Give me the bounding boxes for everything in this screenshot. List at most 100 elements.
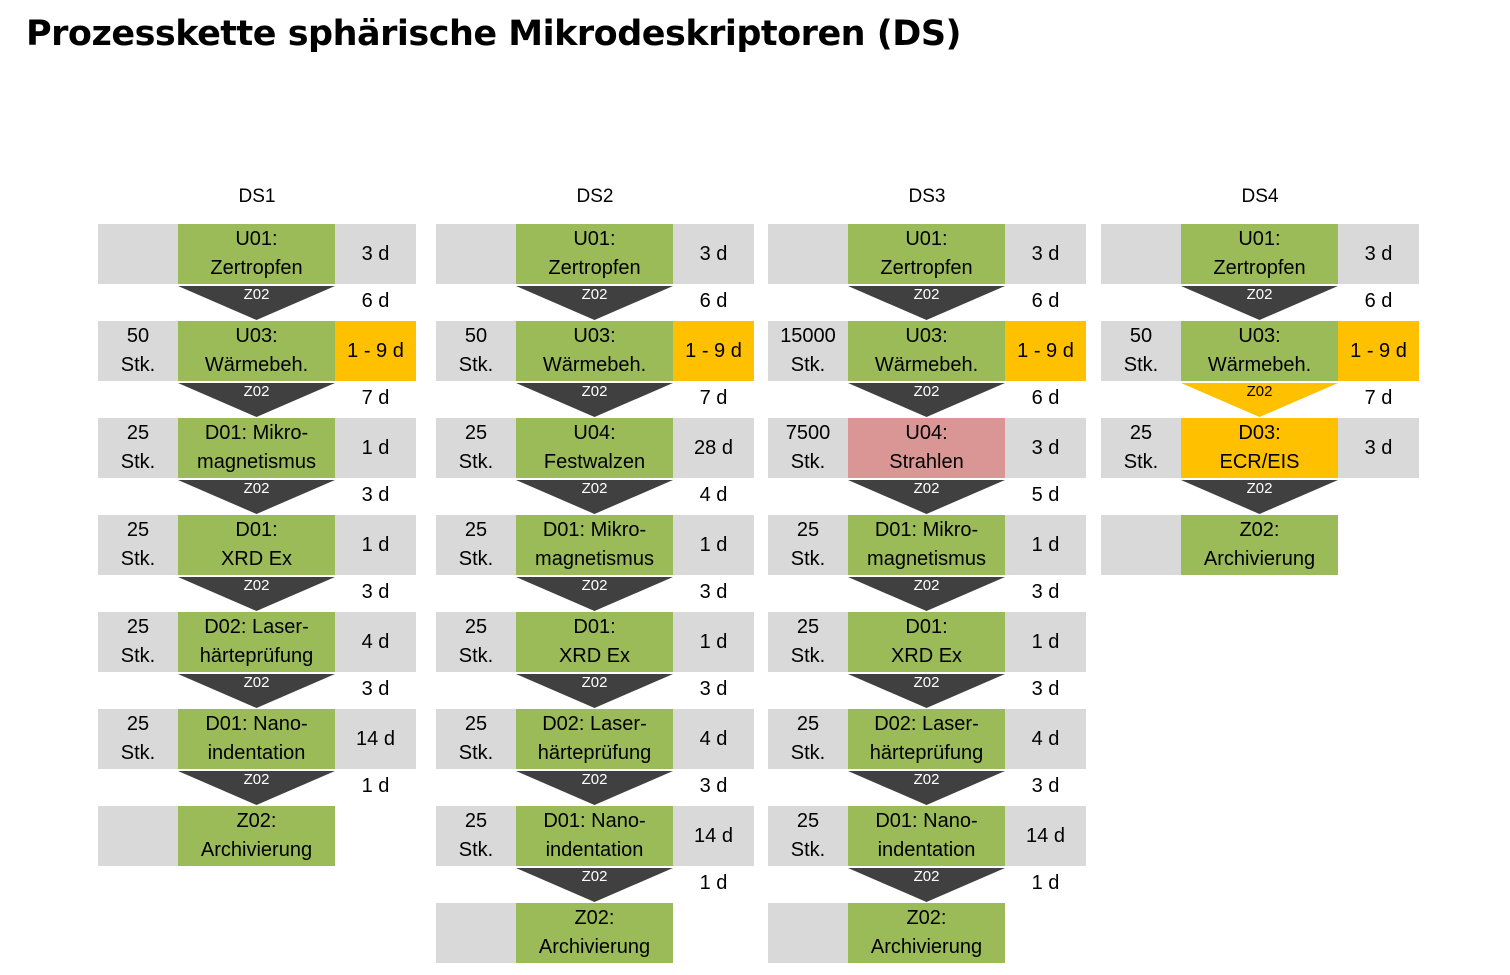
duration-cell: 3 d xyxy=(335,224,416,284)
duration-cell: 1 d xyxy=(1005,612,1086,672)
transition-label: Z02 xyxy=(913,674,940,691)
quantity-cell: 25 Stk. xyxy=(436,515,516,575)
arrow-shape xyxy=(848,480,1005,514)
arrow-shape xyxy=(848,771,1005,805)
transition-time: 1 d xyxy=(699,872,728,894)
arrow-shape xyxy=(848,674,1005,708)
quantity-cell: 50 Stk. xyxy=(1101,321,1181,381)
quantity-cell: 25 Stk. xyxy=(436,418,516,478)
duration-cell: 3 d xyxy=(1338,418,1419,478)
transition-arrow: Z02 xyxy=(848,286,1005,320)
column-title: DS3 xyxy=(908,186,946,207)
transition-time: 4 d xyxy=(699,484,728,506)
quantity-cell xyxy=(98,224,178,284)
transition-time: 3 d xyxy=(361,484,390,506)
transition-label: Z02 xyxy=(581,771,608,788)
transition-label: Z02 xyxy=(243,577,270,594)
duration-cell: 1 d xyxy=(335,418,416,478)
quantity-cell: 25 Stk. xyxy=(98,515,178,575)
duration-cell: 3 d xyxy=(673,224,754,284)
column-ds4: DS4 U01: Zertropfen 3 d 50 Stk. U03: Wärmebeh. 1… xyxy=(1101,0,1419,975)
duration-cell: 1 - 9 d xyxy=(1005,321,1086,381)
duration-cell: 4 d xyxy=(1005,709,1086,769)
duration-cell: 1 - 9 d xyxy=(1338,321,1419,381)
quantity-cell xyxy=(436,224,516,284)
down-arrow-icon xyxy=(516,674,673,708)
transition-arrow: Z02 xyxy=(516,383,673,417)
transition-label: Z02 xyxy=(243,674,270,691)
arrow-shape xyxy=(1181,286,1338,320)
down-arrow-icon xyxy=(178,480,335,514)
down-arrow-icon xyxy=(1181,480,1338,514)
process-step: D01: Mikro-magnetismus xyxy=(516,515,673,575)
down-arrow-icon xyxy=(848,868,1005,902)
column-ds3: DS3 U01: Zertropfen 3 d 15000 Stk. U03: Wärmebe… xyxy=(768,0,1086,975)
quantity-cell: 25 Stk. xyxy=(98,709,178,769)
process-step: D01: Mikro-magnetismus xyxy=(178,418,335,478)
arrow-shape xyxy=(848,383,1005,417)
column-ds1: DS1 U01: Zertropfen 3 d 50 Stk. U03: Wärmebeh. 1… xyxy=(98,0,416,975)
process-step: Z02: Archivierung xyxy=(178,806,335,866)
transition-time: 6 d xyxy=(1031,387,1060,409)
transition-time: 1 d xyxy=(1031,872,1060,894)
transition-arrow: Z02 xyxy=(1181,383,1338,417)
arrow-shape xyxy=(1181,383,1338,417)
process-step: U01: Zertropfen xyxy=(1181,224,1338,284)
transition-label: Z02 xyxy=(1246,286,1273,303)
process-step: Z02: Archivierung xyxy=(516,903,673,963)
process-step: U04: Festwalzen xyxy=(516,418,673,478)
arrow-shape xyxy=(848,286,1005,320)
quantity-cell: 25 Stk. xyxy=(1101,418,1181,478)
transition-arrow: Z02 xyxy=(1181,480,1338,514)
quantity-cell: 25 Stk. xyxy=(768,515,848,575)
transition-arrow: Z02 xyxy=(178,771,335,805)
column-title: DS4 xyxy=(1241,186,1279,207)
down-arrow-icon xyxy=(848,577,1005,611)
process-step: D01: XRD Ex xyxy=(178,515,335,575)
duration-cell: 14 d xyxy=(1005,806,1086,866)
transition-label: Z02 xyxy=(581,577,608,594)
transition-arrow: Z02 xyxy=(516,771,673,805)
process-step: U03: Wärmebeh. xyxy=(178,321,335,381)
transition-arrow: Z02 xyxy=(848,868,1005,902)
transition-time: 3 d xyxy=(1031,775,1060,797)
process-step: U03: Wärmebeh. xyxy=(516,321,673,381)
transition-arrow: Z02 xyxy=(516,674,673,708)
quantity-cell xyxy=(1101,224,1181,284)
down-arrow-icon xyxy=(848,383,1005,417)
process-step: D02: Laser-härteprüfung xyxy=(516,709,673,769)
down-arrow-icon xyxy=(848,674,1005,708)
quantity-cell: 25 Stk. xyxy=(436,612,516,672)
transition-time: 7 d xyxy=(699,387,728,409)
transition-time: 7 d xyxy=(1364,387,1393,409)
duration-cell: 28 d xyxy=(673,418,754,478)
arrow-shape xyxy=(178,577,335,611)
quantity-cell: 25 Stk. xyxy=(768,806,848,866)
quantity-cell: 25 Stk. xyxy=(436,709,516,769)
transition-arrow: Z02 xyxy=(848,674,1005,708)
arrow-shape xyxy=(178,480,335,514)
arrow-shape xyxy=(516,480,673,514)
duration-cell: 4 d xyxy=(335,612,416,672)
quantity-cell: 25 Stk. xyxy=(768,612,848,672)
quantity-cell: 25 Stk. xyxy=(98,418,178,478)
arrow-shape xyxy=(516,577,673,611)
transition-arrow: Z02 xyxy=(516,577,673,611)
quantity-cell: 25 Stk. xyxy=(436,806,516,866)
transition-label: Z02 xyxy=(913,383,940,400)
transition-label: Z02 xyxy=(913,868,940,885)
process-step: D01: Nano-indentation xyxy=(848,806,1005,866)
transition-arrow: Z02 xyxy=(516,868,673,902)
down-arrow-icon xyxy=(516,383,673,417)
duration-cell: 1 d xyxy=(673,515,754,575)
transition-time: 6 d xyxy=(361,290,390,312)
arrow-shape xyxy=(516,868,673,902)
transition-time: 6 d xyxy=(1364,290,1393,312)
down-arrow-icon xyxy=(178,286,335,320)
transition-arrow: Z02 xyxy=(516,286,673,320)
column-title: DS2 xyxy=(576,186,614,207)
transition-label: Z02 xyxy=(581,286,608,303)
transition-time: 3 d xyxy=(699,775,728,797)
transition-label: Z02 xyxy=(1246,480,1273,497)
transition-arrow: Z02 xyxy=(848,480,1005,514)
